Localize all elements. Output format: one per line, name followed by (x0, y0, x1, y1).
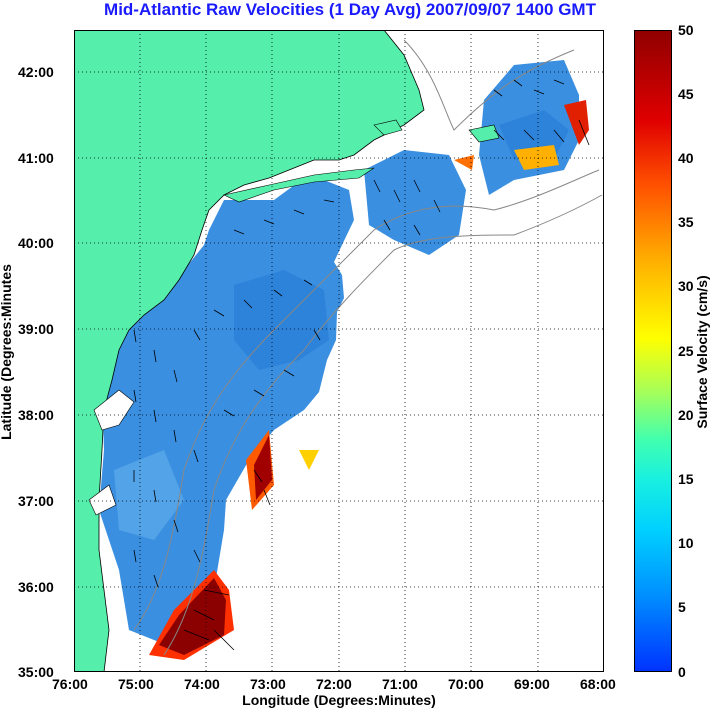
x-tick-76: 76:00 (52, 676, 88, 692)
land-mass (73, 29, 500, 673)
colorbar-tick-40: 40 (678, 150, 694, 166)
colorbar-tick-35: 35 (678, 214, 694, 230)
x-tick-72: 72:00 (316, 676, 352, 692)
x-tick-69: 69:00 (514, 676, 550, 692)
x-tick-70: 70:00 (448, 676, 484, 692)
y-tick-40: 40:00 (18, 235, 54, 251)
y-tick-35: 35:00 (18, 664, 54, 680)
y-tick-42: 42:00 (18, 64, 54, 80)
velocity-field (99, 60, 589, 660)
colorbar-tick-5: 5 (678, 599, 686, 615)
x-tick-74: 74:00 (184, 676, 220, 692)
colorbar-tick-15: 15 (678, 471, 694, 487)
colorbar-tick-20: 20 (678, 407, 694, 423)
colorbar (634, 30, 672, 672)
x-tick-68: 68:00 (580, 676, 616, 692)
colorbar-tick-45: 45 (678, 86, 694, 102)
isobath-contours (133, 39, 603, 656)
y-tick-41: 41:00 (18, 150, 54, 166)
x-tick-73: 73:00 (250, 676, 286, 692)
colorbar-tick-0: 0 (678, 664, 686, 680)
x-axis-label: Longitude (Degrees:Minutes) (242, 692, 436, 708)
x-tick-71: 71:00 (382, 676, 418, 692)
colorbar-tick-50: 50 (678, 22, 694, 38)
map-panel[interactable] (73, 29, 604, 673)
y-tick-37: 37:00 (18, 493, 54, 509)
colorbar-label: Surface Velocity (cm/s) (694, 275, 710, 429)
colorbar-tick-25: 25 (678, 343, 694, 359)
y-axis-label: Latitude (Degrees:Minutes (0, 264, 14, 440)
velocity-map[interactable] (73, 29, 604, 673)
colorbar-tick-30: 30 (678, 278, 694, 294)
x-tick-75: 75:00 (118, 676, 154, 692)
map-title: Mid-Atlantic Raw Velocities (1 Day Avg) … (104, 0, 596, 19)
colorbar-tick-10: 10 (678, 535, 694, 551)
y-tick-39: 39:00 (18, 321, 54, 337)
y-tick-36: 36:00 (18, 579, 54, 595)
y-tick-38: 38:00 (18, 407, 54, 423)
velocity-vectors (133, 79, 590, 651)
map-grid (74, 30, 604, 672)
